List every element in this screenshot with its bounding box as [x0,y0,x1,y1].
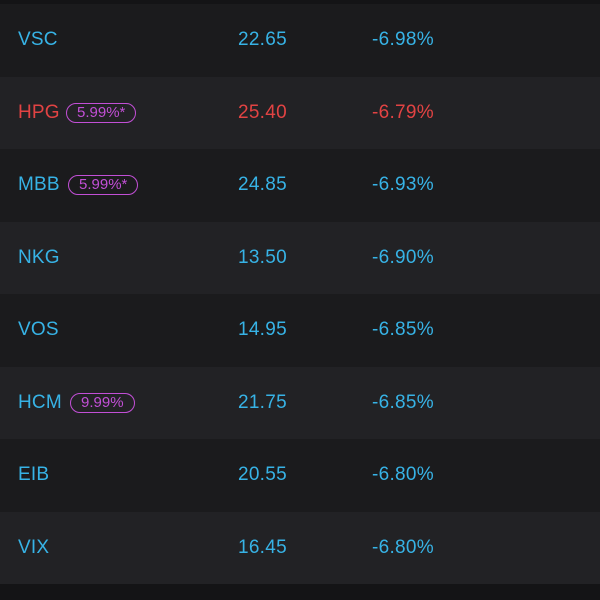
stock-price: 20.55 [237,464,287,486]
stock-change-percent: -6.80% [371,464,434,486]
stock-symbol: HPG [18,101,60,123]
stock-row-vos[interactable]: VOS 14.95 -6.85% [0,294,600,367]
stock-row-eib[interactable]: EIB 20.55 -6.80% [0,439,600,512]
stock-change-percent: -6.79% [371,101,434,123]
stock-price: 22.65 [237,29,287,51]
stock-price: 25.40 [237,101,287,123]
stock-row-nkg[interactable]: NKG 13.50 -6.90% [0,221,600,294]
stock-symbol: MBB [18,174,60,196]
margin-rate-badge: 5.99%* [68,175,139,196]
stock-row-hpg[interactable]: HPG 5.99%* 25.40 -6.79% [0,76,600,149]
stock-change-percent: -6.80% [371,536,434,558]
stock-row-vsc[interactable]: VSC 22.65 -6.98% [0,4,600,77]
stock-symbol: EIB [18,464,50,486]
stock-row-mbb[interactable]: MBB 5.99%* 24.85 -6.93% [0,149,600,222]
stock-symbol: NKG [18,246,60,268]
stock-price: 24.85 [237,174,287,196]
stock-change-percent: -6.93% [371,174,434,196]
stock-change-percent: -6.90% [371,246,434,268]
margin-rate-badge: 5.99%* [66,102,137,123]
stock-symbol: VIX [18,536,50,558]
stock-symbol: HCM [18,391,62,413]
stock-row-hcm[interactable]: HCM 9.99% 21.75 -6.85% [0,366,600,439]
stock-change-percent: -6.85% [371,391,434,413]
stock-row-vix[interactable]: VIX 16.45 -6.80% [0,511,600,584]
margin-rate-badge: 9.99% [70,392,135,413]
stock-price: 21.75 [237,391,287,413]
stock-price: 16.45 [237,536,287,558]
stock-symbol: VOS [18,319,59,341]
stock-price: 13.50 [237,246,287,268]
stock-change-percent: -6.98% [371,29,434,51]
stock-price: 14.95 [237,319,287,341]
stock-symbol: VSC [18,29,58,51]
stock-change-percent: -6.85% [371,319,434,341]
